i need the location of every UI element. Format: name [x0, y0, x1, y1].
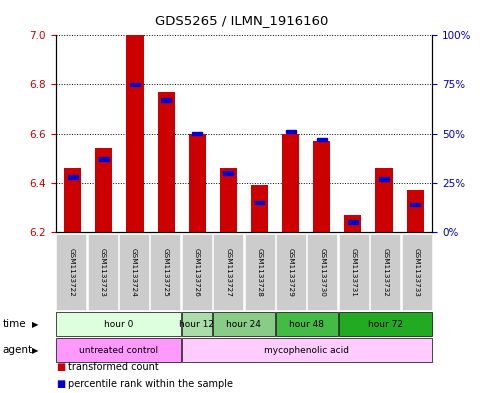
Text: time: time: [2, 319, 26, 329]
Text: ■: ■: [56, 378, 65, 389]
Bar: [64, 168, 81, 232]
Bar: [313, 141, 330, 232]
Bar: [251, 185, 268, 232]
Bar: [285, 130, 296, 134]
Text: transformed count: transformed count: [68, 362, 158, 372]
Text: percentile rank within the sample: percentile rank within the sample: [68, 378, 233, 389]
Bar: [223, 171, 233, 174]
Text: GSM1133732: GSM1133732: [382, 248, 388, 297]
Text: GSM1133728: GSM1133728: [256, 248, 263, 297]
Bar: [317, 138, 327, 141]
Text: GSM1133733: GSM1133733: [413, 248, 420, 297]
Bar: [348, 220, 358, 224]
Text: ■: ■: [56, 362, 65, 372]
Bar: [255, 201, 265, 204]
Text: untreated control: untreated control: [79, 346, 158, 354]
Bar: [220, 168, 237, 232]
Bar: [157, 92, 175, 232]
Text: GSM1133729: GSM1133729: [288, 248, 294, 297]
Text: GDS5265 / ILMN_1916160: GDS5265 / ILMN_1916160: [155, 14, 328, 27]
Text: ▶: ▶: [31, 320, 38, 329]
Text: ▶: ▶: [31, 346, 38, 354]
Bar: [189, 134, 206, 232]
Text: GSM1133726: GSM1133726: [194, 248, 200, 297]
Bar: [161, 99, 171, 102]
Bar: [282, 134, 299, 232]
Text: hour 0: hour 0: [104, 320, 133, 329]
Bar: [127, 35, 143, 232]
Text: GSM1133725: GSM1133725: [162, 248, 169, 297]
Bar: [99, 158, 109, 161]
Text: GSM1133730: GSM1133730: [319, 248, 326, 297]
Bar: [95, 149, 113, 232]
Text: agent: agent: [2, 345, 32, 355]
Text: hour 24: hour 24: [227, 320, 261, 329]
Bar: [130, 83, 140, 86]
Text: hour 72: hour 72: [368, 320, 403, 329]
Bar: [344, 215, 361, 232]
Text: GSM1133727: GSM1133727: [225, 248, 231, 297]
Bar: [192, 132, 202, 136]
Bar: [379, 177, 389, 180]
Text: GSM1133724: GSM1133724: [131, 248, 137, 297]
Bar: [407, 190, 424, 232]
Text: GSM1133731: GSM1133731: [351, 248, 357, 297]
Text: mycophenolic acid: mycophenolic acid: [264, 346, 349, 354]
Bar: [375, 168, 393, 232]
Text: GSM1133723: GSM1133723: [99, 248, 106, 297]
Bar: [68, 175, 78, 178]
Text: GSM1133722: GSM1133722: [68, 248, 74, 297]
Text: hour 12: hour 12: [179, 320, 214, 329]
Bar: [410, 203, 420, 206]
Text: hour 48: hour 48: [289, 320, 324, 329]
